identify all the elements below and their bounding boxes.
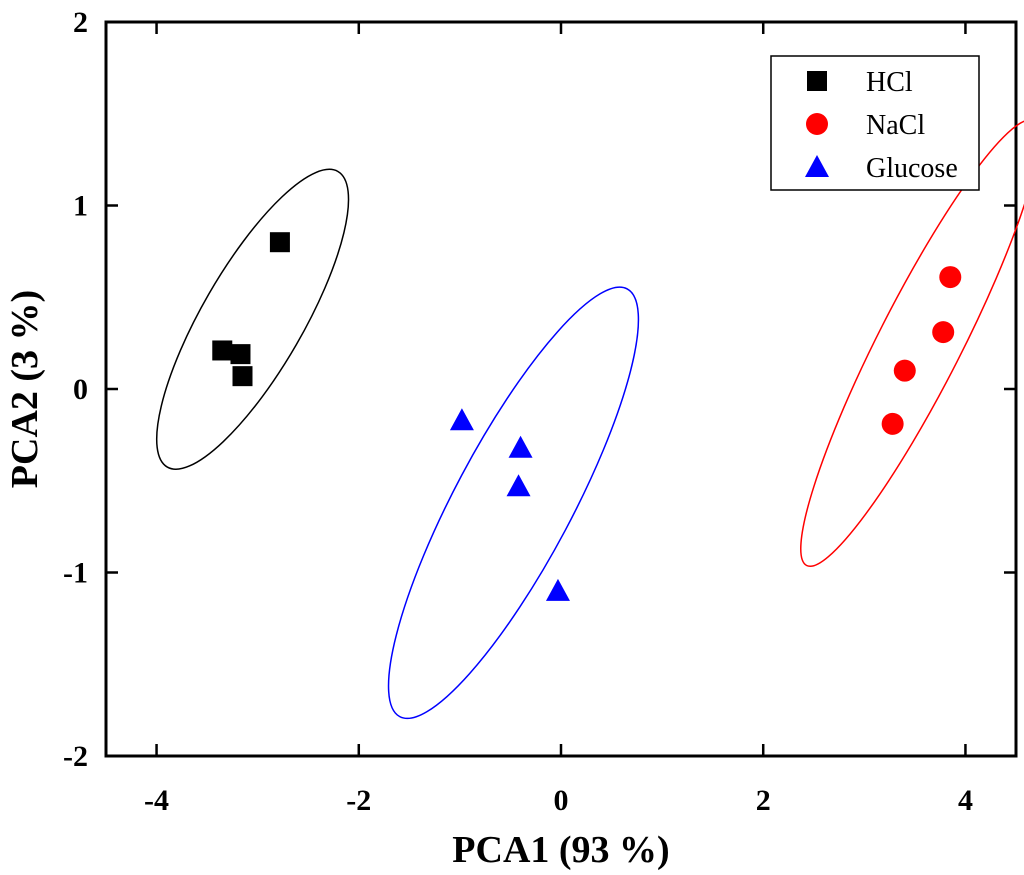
x-axis-title: PCA1 (93 %) [452,829,669,871]
nacl-point [939,266,962,289]
legend-glucose-marker [805,155,829,177]
nacl-point [932,321,955,344]
nacl-point [881,412,904,435]
x-tick-label: 0 [554,784,569,817]
y-axis-title: PCA2 (3 %) [4,290,46,488]
hcl-point [230,344,251,365]
legend-nacl-label: NaCl [866,110,925,141]
glucose-point [508,435,533,458]
y-tick-label: -1 [63,557,88,590]
nacl-cluster-ellipse [800,119,1024,568]
x-tick-label: -2 [346,784,371,817]
hcl-point [212,340,233,361]
hcl-point [232,366,253,387]
y-tick-label: -2 [63,740,88,773]
x-tick-label: 4 [958,784,973,817]
nacl-point [893,359,916,382]
data-points [212,232,962,601]
x-tick-labels: -4 -2 0 2 4 [144,784,973,817]
x-tick-label: -4 [144,784,169,817]
legend: HCl NaCl Glucose [770,55,980,191]
hcl-point [269,232,290,253]
y-tick-label: 1 [73,190,88,223]
glucose-point [449,408,474,431]
y-tick-label: 2 [73,6,88,39]
legend-hcl-marker [807,71,827,91]
glucose-point [545,578,570,601]
hcl-cluster-ellipse [155,168,350,470]
x-tick-label: 2 [756,784,771,817]
y-tick-label: 0 [73,373,88,406]
glucose-cluster-ellipse [387,286,640,720]
legend-nacl-marker [806,113,828,135]
axis-ticks [106,20,1016,758]
legend-hcl-label: HCl [866,67,913,98]
cluster-ellipses [155,119,1024,720]
y-tick-labels: -2 -1 0 1 2 [63,6,88,773]
glucose-point [506,474,531,497]
legend-glucose-label: Glucose [866,153,958,184]
legend-box [770,55,980,191]
